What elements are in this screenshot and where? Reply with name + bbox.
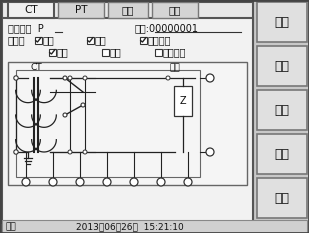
Circle shape (49, 178, 57, 186)
Text: 电阵: 电阵 (57, 47, 69, 57)
Text: 报告: 报告 (274, 103, 290, 116)
Text: 负载: 负载 (170, 64, 180, 72)
Text: 工具: 工具 (274, 147, 290, 161)
Circle shape (103, 178, 111, 186)
Text: 绕组级别  P: 绕组级别 P (8, 23, 44, 33)
Bar (16, 70, 200, 177)
Circle shape (68, 76, 72, 80)
Bar (154, 48, 162, 55)
Bar (2, 2, 253, 221)
Bar (58, 2, 104, 18)
Bar (101, 48, 108, 55)
Circle shape (206, 148, 214, 156)
Bar (2, 220, 307, 233)
Text: 编号:00000001: 编号:00000001 (135, 23, 199, 33)
Bar (257, 90, 307, 130)
Circle shape (206, 74, 214, 82)
Text: 角差比差: 角差比差 (148, 35, 171, 45)
Circle shape (184, 178, 192, 186)
Text: 变比: 变比 (95, 35, 107, 45)
Circle shape (63, 76, 67, 80)
Text: PT: PT (75, 5, 87, 15)
Bar (8, 2, 54, 18)
Text: 停止: 停止 (274, 59, 290, 72)
Bar (139, 37, 146, 44)
Bar (174, 86, 192, 116)
Bar (257, 178, 307, 218)
Circle shape (81, 103, 85, 107)
Bar (257, 2, 307, 42)
Bar (87, 37, 94, 44)
Text: CT: CT (30, 64, 42, 72)
Text: 就绪: 就绪 (6, 222, 17, 231)
Circle shape (22, 178, 30, 186)
Circle shape (83, 150, 87, 154)
Bar (2, 18, 253, 223)
Circle shape (130, 178, 138, 186)
Bar (257, 134, 307, 174)
Bar (8, 62, 247, 185)
Bar (257, 46, 307, 86)
Text: 帮助: 帮助 (274, 192, 290, 205)
Circle shape (83, 76, 87, 80)
Text: 2013年06月26日  15:21:10: 2013年06月26日 15:21:10 (76, 222, 184, 231)
Text: Z: Z (180, 96, 186, 106)
Text: 结果: 结果 (122, 5, 134, 15)
Bar (152, 2, 198, 18)
Bar (108, 2, 148, 18)
Text: 负荷: 负荷 (110, 47, 122, 57)
Text: CT: CT (24, 5, 38, 15)
Text: 自检: 自检 (169, 5, 181, 15)
Circle shape (14, 150, 18, 154)
Text: 项目：: 项目： (8, 35, 26, 45)
Circle shape (157, 178, 165, 186)
Circle shape (166, 76, 170, 80)
Circle shape (14, 76, 18, 80)
Text: 暂态特性: 暂态特性 (163, 47, 187, 57)
Bar (35, 37, 41, 44)
Circle shape (76, 178, 84, 186)
Bar (49, 48, 56, 55)
Text: 励磁: 励磁 (43, 35, 55, 45)
Circle shape (68, 150, 72, 154)
Circle shape (63, 113, 67, 117)
Text: 开始: 开始 (274, 16, 290, 28)
